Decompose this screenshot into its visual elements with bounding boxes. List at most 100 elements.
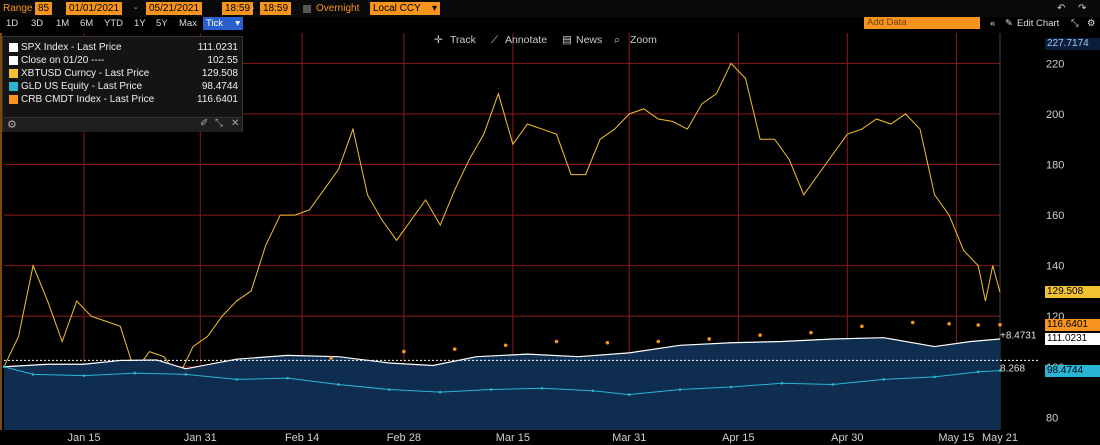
- period-6m[interactable]: 6M: [80, 18, 94, 29]
- period-1y[interactable]: 1Y: [134, 18, 146, 29]
- gld-data-point: [729, 385, 733, 389]
- x-tick-label: Jan 31: [184, 432, 217, 444]
- y-tick-label: 200: [1046, 109, 1064, 121]
- x-tick-label: Mar 31: [612, 432, 646, 444]
- track-button[interactable]: Track: [450, 34, 476, 46]
- currency-value: Local CCY: [373, 3, 421, 14]
- crb-data-point: [976, 323, 980, 327]
- period-max[interactable]: Max: [179, 18, 197, 29]
- close-icon[interactable]: ✕: [231, 118, 240, 129]
- plot-area: [2, 62, 1040, 430]
- currency-select[interactable]: Local CCY ▾: [370, 2, 440, 15]
- crb-data-point: [998, 323, 1002, 327]
- gld-data-point: [388, 388, 391, 391]
- legend-item-spx[interactable]: SPX Index - Last Price 111.0231: [9, 41, 241, 54]
- gld-data-point: [998, 369, 1002, 372]
- zoom-out-icon[interactable]: ⤡: [1071, 18, 1079, 29]
- y-tick-label: 140: [1046, 261, 1064, 273]
- annotate-button[interactable]: Annotate: [505, 34, 548, 46]
- crb-data-point: [452, 347, 457, 351]
- x-axis: Jan 15 Jan 31 Feb 14 Feb 28 Mar 15 Mar 31 Apr …: [67, 432, 1018, 444]
- period-ytd[interactable]: YTD: [104, 18, 123, 29]
- legend-item-gld[interactable]: GLD US Equity - Last Price 98.4744: [9, 80, 241, 93]
- legend-name: GLD US Equity - Last Price: [21, 81, 143, 92]
- legend-item-xbtusd[interactable]: XBTUSD Curncy - Last Price 129.508: [9, 67, 241, 80]
- end-date-field[interactable]: 05/21/2021: [146, 2, 203, 15]
- gld-data-point: [831, 383, 835, 386]
- x-tick-label: Feb 14: [285, 432, 319, 444]
- period-3d[interactable]: 3D: [31, 18, 44, 29]
- legend-value: 111.0231: [197, 42, 238, 53]
- crb-data-point: [605, 340, 610, 345]
- crb-data-point: [554, 339, 559, 344]
- axis-value-tag: 227.7174: [1045, 37, 1100, 50]
- legend-name: SPX Index - Last Price: [21, 42, 122, 53]
- overnight-checkbox[interactable]: [303, 5, 311, 13]
- chevron-down-icon: ▾: [235, 18, 240, 29]
- collapse-icon[interactable]: ⤡: [215, 118, 223, 129]
- gld-data-point: [133, 371, 137, 375]
- settings-icon[interactable]: ⚙: [1087, 18, 1096, 29]
- period-1m[interactable]: 1M: [56, 18, 70, 29]
- x-tick-label: Mar 15: [496, 432, 530, 444]
- legend-name: Close on 01/20 ----: [21, 55, 105, 66]
- range-label: Range: [3, 3, 33, 14]
- legend-item-crb[interactable]: CRB CMDT Index - Last Price 116.6401: [9, 93, 241, 106]
- chevron-down-icon: ▾: [431, 3, 437, 14]
- news-icon: ▤: [562, 34, 572, 46]
- change-label: +8.4731: [1000, 330, 1037, 341]
- gld-data-point: [438, 390, 442, 394]
- collapse-left-icon[interactable]: «: [990, 18, 996, 29]
- tick-select[interactable]: Tick ▾: [203, 17, 243, 30]
- legend-value: 102.55: [207, 55, 238, 66]
- range-code-field[interactable]: 85: [35, 2, 53, 15]
- x-tick-label: May 21: [982, 432, 1018, 444]
- gld-data-point: [678, 388, 682, 391]
- end-time-field[interactable]: 18:59: [260, 2, 292, 15]
- crb-data-point: [758, 333, 762, 337]
- gld-data-point: [591, 389, 595, 393]
- gld-data-point: [627, 393, 631, 396]
- start-date-field[interactable]: 01/01/2021: [66, 2, 123, 15]
- edit-chart-button[interactable]: Edit Chart: [1017, 18, 1060, 29]
- chart-legend[interactable]: SPX Index - Last Price 111.0231 Close on…: [2, 36, 243, 132]
- start-time-field[interactable]: 18:59: [222, 2, 254, 15]
- period-5y[interactable]: 5Y: [156, 18, 168, 29]
- add-data-input[interactable]: Add Data: [864, 17, 980, 29]
- legend-swatch: [9, 95, 18, 104]
- time-separator: -: [251, 3, 255, 14]
- x-tick-label: Apr 15: [722, 432, 754, 444]
- news-button[interactable]: News: [576, 34, 603, 46]
- legend-swatch: [9, 56, 18, 65]
- gld-data-point: [235, 378, 238, 381]
- axis-value-tag: 111.0231: [1045, 332, 1100, 345]
- period-1d[interactable]: 1D: [6, 18, 19, 29]
- x-tick-label: Feb 28: [387, 432, 421, 444]
- axis-value-tag: 98.4744: [1045, 364, 1100, 377]
- legend-value: 116.6401: [197, 94, 238, 105]
- legend-item-close-line[interactable]: Close on 01/20 ---- 102.55: [9, 54, 241, 67]
- session-label: Overnight: [316, 3, 360, 14]
- x-tick-label: Jan 15: [67, 432, 100, 444]
- y-tick-label: 80: [1046, 412, 1058, 424]
- gld-data-point: [882, 378, 885, 381]
- legend-swatch: [9, 82, 18, 91]
- crb-data-point: [910, 320, 915, 325]
- undo-icon[interactable]: ↶: [1057, 3, 1066, 14]
- tick-label: Tick: [206, 18, 224, 29]
- gld-data-point: [933, 375, 936, 379]
- legend-value: 98.4744: [201, 81, 238, 92]
- crb-data-point: [503, 343, 508, 348]
- gld-data-point: [489, 388, 493, 391]
- pin-icon[interactable]: ✐: [200, 118, 209, 129]
- redo-icon[interactable]: ↷: [1078, 3, 1087, 14]
- legend-name: CRB CMDT Index - Last Price: [21, 94, 155, 105]
- gld-data-point: [82, 374, 86, 377]
- gld-data-point: [286, 376, 289, 380]
- gear-icon[interactable]: ⚙: [7, 119, 17, 131]
- period-toolbar: 1D 3D 1M 6M YTD 1Y 5Y Max Tick ▾ Add Dat…: [0, 17, 1100, 31]
- gld-data-point: [337, 383, 340, 386]
- crosshair-icon: ✛: [434, 34, 443, 46]
- zoom-button[interactable]: Zoom: [630, 34, 657, 46]
